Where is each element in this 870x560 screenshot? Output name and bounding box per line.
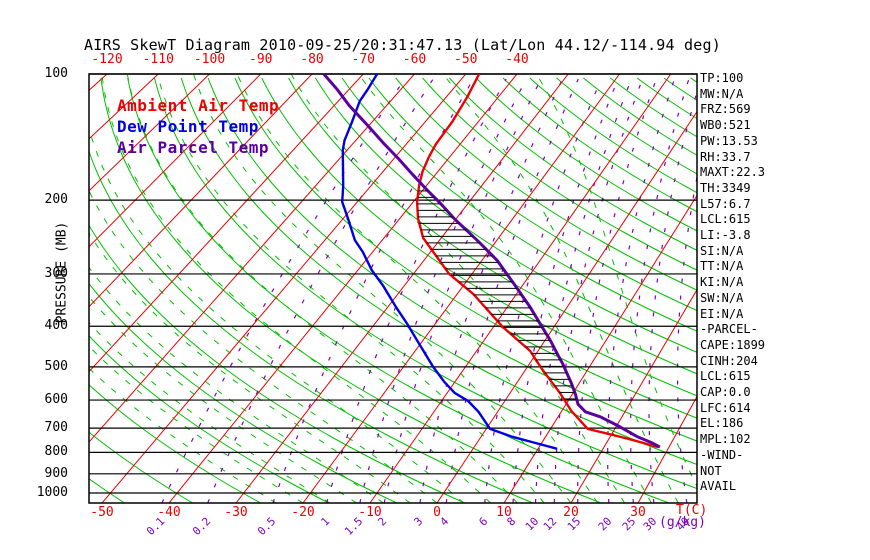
top-temp-tick: -60 (402, 52, 427, 67)
stats-line: CAP:0.0 (700, 385, 751, 400)
pressure-tick: 600 (44, 392, 68, 408)
pressure-tick: 100 (44, 66, 68, 81)
dew_point_temp-curve (340, 74, 558, 450)
top-temp-tick: -120 (91, 52, 123, 67)
stats-line: KI:N/A (700, 275, 744, 290)
air_parcel_temp-curve (322, 74, 661, 449)
top-temp-tick: -70 (351, 52, 375, 67)
stats-line: MAXT:22.3 (700, 165, 766, 180)
stats-line: EL:186 (700, 416, 744, 431)
stats-line: TP:100 (700, 71, 744, 85)
top-temp-tick: -80 (300, 52, 324, 67)
temp-unit-label: T(C) (676, 503, 708, 518)
legend-dew-point-temp: Dew Point Temp (117, 117, 259, 136)
pressure-tick: 200 (44, 192, 68, 208)
stats-line: SW:N/A (700, 290, 744, 305)
moist-adiabats-group (89, 74, 697, 503)
stats-line: TH:3349 (700, 180, 751, 195)
stats-line: RH:33.7 (700, 149, 751, 164)
bottom-temp-tick: -30 (224, 505, 248, 520)
bottom-temp-tick: 0 (433, 505, 441, 520)
pressure-tick: 700 (44, 420, 68, 436)
pressure-tick: 800 (44, 444, 68, 460)
chart-title: AIRS SkewT Diagram 2010-09-25/20:31:47.1… (84, 36, 721, 54)
pressure-axis-title: PRESSURE (MB) (54, 221, 70, 324)
cape-hatch-group (417, 190, 577, 400)
stats-line: LI:-3.8 (700, 228, 751, 243)
stats-line: LCL:615 (700, 369, 751, 384)
ambient_air_temp-curve (415, 74, 659, 449)
top-temp-tick: -50 (454, 52, 478, 67)
pressure-tick: 900 (44, 465, 68, 481)
top-temp-tick: -100 (193, 52, 226, 67)
top-temp-tick: -40 (505, 52, 529, 67)
pressure-tick: 300 (44, 265, 68, 281)
legend-air-parcel-temp: Air Parcel Temp (117, 138, 269, 157)
mixing-unit-label: (g/kg) (659, 515, 706, 530)
stats-line: AVAIL (700, 479, 737, 494)
bottom-temp-tick: 30 (630, 505, 646, 520)
bottom-temp-tick: -50 (90, 505, 114, 520)
stats-line: WB0:521 (700, 118, 751, 133)
stats-line: TT:N/A (700, 259, 744, 274)
pressure-tick: 1000 (36, 485, 68, 500)
legend-ambient-air-temp: Ambient Air Temp (117, 96, 280, 115)
bottom-temp-tick: -20 (291, 505, 315, 520)
stats-line: -WIND- (700, 447, 744, 462)
sounding-curves-group (322, 74, 661, 450)
stats-line: MW:N/A (700, 86, 744, 101)
pressure-tick: 500 (44, 358, 68, 374)
dry-adiabats-group (89, 77, 697, 503)
top-temp-tick: -110 (142, 52, 174, 67)
stats-line: -PARCEL- (700, 322, 758, 337)
stats-line: EI:N/A (700, 306, 744, 321)
stats-line: CINH:204 (700, 353, 758, 368)
stats-line: MPL:102 (700, 432, 751, 447)
pressure-tick: 400 (44, 318, 68, 334)
stats-line: FRZ:569 (700, 102, 751, 117)
top-temp-tick: -90 (249, 52, 273, 67)
isotherms-group (89, 74, 697, 503)
bottom-temp-tick: -10 (358, 505, 382, 520)
stats-line: NOT (700, 463, 722, 478)
stats-line: SI:N/A (700, 243, 744, 258)
stats-line: LFC:614 (700, 400, 751, 415)
bottom-temp-tick: -40 (157, 505, 181, 520)
bottom-temp-tick: 10 (496, 505, 512, 520)
stats-line: CAPE:1899 (700, 337, 766, 352)
stats-line: PW:13.53 (700, 133, 758, 148)
plot-frame (88, 73, 698, 504)
stats-panel: TP:100 MW:N/A FRZ:569 WB0:521 PW:13.53 RH:33.… (700, 71, 765, 495)
bottom-temp-tick: 20 (563, 505, 579, 520)
stats-line: L57:6.7 (700, 196, 751, 211)
stats-line: LCL:615 (700, 212, 751, 227)
